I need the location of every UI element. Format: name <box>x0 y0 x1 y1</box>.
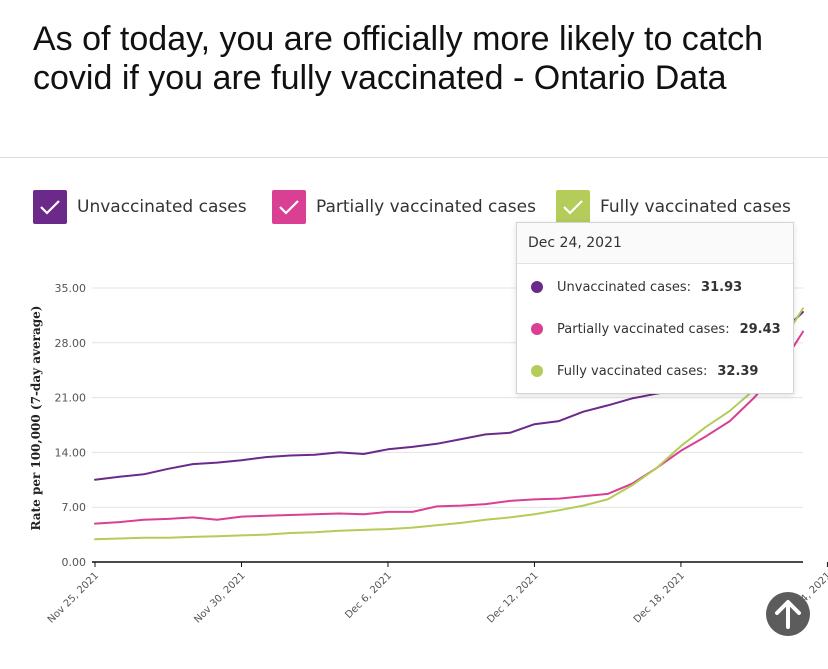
legend-checkbox-partially-vaccinated[interactable] <box>272 190 306 224</box>
series-dot-icon <box>531 281 543 293</box>
tooltip-row-unvaccinated: Unvaccinated cases: 31.93 <box>531 277 742 297</box>
y-axis-label: Rate per 100,000 (7-day average) <box>29 306 43 531</box>
check-icon <box>563 200 583 215</box>
check-icon <box>279 200 299 215</box>
tooltip-row-label: Unvaccinated cases: <box>557 279 692 295</box>
tooltip-row-label: Fully vaccinated cases: <box>557 363 708 379</box>
tooltip-date: Dec 24, 2021 <box>517 223 793 264</box>
tooltip-row-value: 31.93 <box>701 279 743 295</box>
line-chart[interactable]: 0.00 7.00 14.00 21.00 28.00 35.00 Rate per 10… <box>0 230 828 669</box>
y-tick-label: 0.00 <box>62 556 87 569</box>
legend-item-partially-vaccinated[interactable]: Partially vaccinated cases <box>272 190 536 224</box>
grid-lines <box>92 287 803 563</box>
x-tick-label: Dec 6, 2021 <box>343 570 394 621</box>
y-tick-label: 14.00 <box>55 446 87 459</box>
tooltip-row-partially-vaccinated: Partially vaccinated cases: 29.43 <box>531 319 781 339</box>
x-axis-ticks: Nov 25, 2021 Nov 30, 2021 Dec 6, 2021 Dec 1… <box>46 562 828 626</box>
arrow-up-icon <box>775 600 801 629</box>
tooltip-row-fully-vaccinated: Fully vaccinated cases: 32.39 <box>531 361 758 381</box>
tooltip-row-value: 32.39 <box>717 363 759 379</box>
x-tick-label: Dec 12, 2021 <box>485 570 540 625</box>
series-line-partially-vaccinated-cases[interactable] <box>94 330 804 525</box>
series-line-fully-vaccinated-cases[interactable] <box>94 307 804 541</box>
y-tick-label: 35.00 <box>55 282 87 295</box>
tooltip-row-value: 29.43 <box>739 321 781 337</box>
series-dot-icon <box>531 365 543 377</box>
x-tick-label: Dec 18, 2021 <box>632 570 687 625</box>
hover-tooltip: Dec 24, 2021 Unvaccinated cases: 31.93 P… <box>516 222 794 394</box>
legend-item-fully-vaccinated[interactable]: Fully vaccinated cases <box>556 190 791 224</box>
check-icon <box>40 200 60 215</box>
legend-label: Fully vaccinated cases <box>600 197 791 217</box>
legend-checkbox-fully-vaccinated[interactable] <box>556 190 590 224</box>
divider <box>0 157 828 158</box>
legend-label: Partially vaccinated cases <box>316 197 536 217</box>
tooltip-row-label: Partially vaccinated cases: <box>557 321 730 337</box>
y-tick-label: 7.00 <box>62 501 87 514</box>
scroll-to-top-button[interactable] <box>766 592 810 636</box>
y-tick-label: 21.00 <box>55 392 87 405</box>
y-axis-ticks: 0.00 7.00 14.00 21.00 28.00 35.00 <box>55 282 87 569</box>
x-tick-label: Nov 30, 2021 <box>192 570 247 625</box>
post-headline: As of today, you are officially more lik… <box>33 20 764 97</box>
legend-item-unvaccinated[interactable]: Unvaccinated cases <box>33 190 247 224</box>
legend-label: Unvaccinated cases <box>77 197 247 217</box>
x-tick-label: Nov 25, 2021 <box>46 570 101 625</box>
y-tick-label: 28.00 <box>55 337 87 350</box>
legend-checkbox-unvaccinated[interactable] <box>33 190 67 224</box>
series-dot-icon <box>531 323 543 335</box>
